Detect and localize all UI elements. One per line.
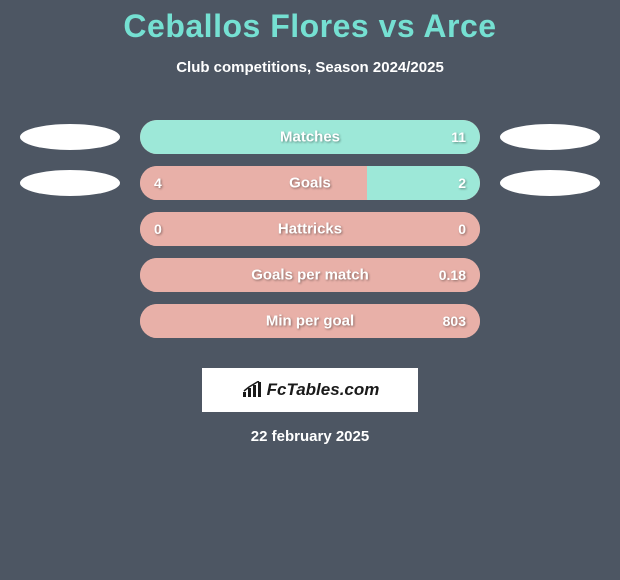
- logo-box: FcTables.com: [202, 368, 418, 412]
- main-container: Ceballos Flores vs Arce Club competition…: [0, 0, 620, 445]
- stat-value-right: 0.18: [439, 267, 466, 283]
- stat-label: Goals per match: [251, 267, 369, 284]
- stat-bar: Min per goal 803: [140, 304, 480, 338]
- comparison-row: Matches 11: [20, 120, 600, 154]
- stat-value-right: 0: [458, 221, 466, 237]
- player-left-ellipse: [20, 170, 120, 196]
- stat-label: Matches: [280, 129, 340, 146]
- stat-value-right: 2: [458, 175, 466, 191]
- stat-bar: Goals 4 2: [140, 166, 480, 200]
- stat-label: Goals: [289, 175, 331, 192]
- logo-text: FcTables.com: [267, 380, 380, 400]
- comparison-row: Goals 4 2: [20, 166, 600, 200]
- player-right-ellipse: [500, 170, 600, 196]
- subtitle: Club competitions, Season 2024/2025: [176, 59, 444, 76]
- stat-label: Hattricks: [278, 221, 342, 238]
- page-title: Ceballos Flores vs Arce: [123, 8, 496, 45]
- date-text: 22 february 2025: [251, 428, 369, 445]
- player-left-ellipse: [20, 124, 120, 150]
- comparison-rows: Matches 11 Goals 4 2 Hattricks 0 0 Goals per mat…: [20, 120, 600, 350]
- logo-chart-icon: [241, 381, 263, 399]
- stat-value-left: 0: [154, 221, 162, 237]
- comparison-row: Goals per match 0.18: [20, 258, 600, 292]
- bar-left-fill: [140, 166, 367, 200]
- stat-bar: Matches 11: [140, 120, 480, 154]
- stat-bar: Goals per match 0.18: [140, 258, 480, 292]
- player-right-ellipse: [500, 124, 600, 150]
- comparison-row: Hattricks 0 0: [20, 212, 600, 246]
- stat-value-left: 4: [154, 175, 162, 191]
- stat-label: Min per goal: [266, 313, 354, 330]
- stat-value-right: 11: [451, 129, 466, 145]
- comparison-row: Min per goal 803: [20, 304, 600, 338]
- stat-bar: Hattricks 0 0: [140, 212, 480, 246]
- stat-value-right: 803: [443, 313, 466, 329]
- logo-content: FcTables.com: [241, 380, 380, 400]
